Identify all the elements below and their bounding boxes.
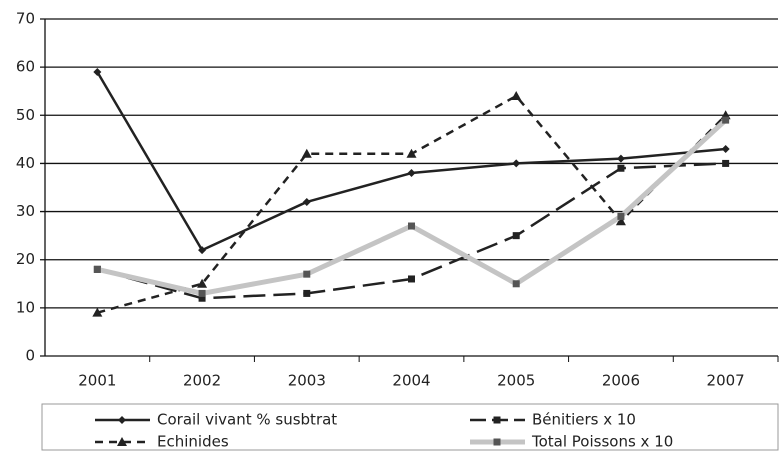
x-tick-label: 2004 xyxy=(392,372,430,390)
marker-square xyxy=(303,289,311,297)
y-tick-label: 40 xyxy=(16,154,35,172)
marker-square xyxy=(722,116,730,124)
marker-square xyxy=(617,164,625,172)
y-tick-label: 30 xyxy=(16,202,35,220)
marker-square xyxy=(93,265,101,273)
y-tick-label: 10 xyxy=(16,298,35,316)
y-tick-label: 20 xyxy=(16,250,35,268)
x-tick-label: 2003 xyxy=(288,372,326,390)
y-tick-label: 0 xyxy=(25,347,35,365)
marker-triangle xyxy=(197,278,208,288)
x-tick-label: 2001 xyxy=(78,372,116,390)
marker-square xyxy=(493,438,501,446)
marker-diamond xyxy=(198,246,207,255)
y-tick-label: 60 xyxy=(16,58,35,76)
marker-diamond xyxy=(616,154,625,163)
marker-diamond xyxy=(721,144,730,153)
legend-label: Corail vivant % susbtrat xyxy=(157,411,337,429)
marker-square xyxy=(512,280,520,288)
x-tick-label: 2005 xyxy=(497,372,535,390)
legend-box xyxy=(41,403,779,451)
marker-square xyxy=(408,275,415,283)
marker-triangle xyxy=(511,91,522,101)
marker-square xyxy=(512,232,520,240)
x-tick-label: 2007 xyxy=(707,372,745,390)
legend-label: Echinides xyxy=(157,433,229,451)
y-tick-label: 70 xyxy=(16,10,35,28)
marker-triangle xyxy=(615,216,626,226)
marker-square xyxy=(722,159,730,167)
marker-diamond xyxy=(407,169,416,178)
y-tick-label: 50 xyxy=(16,106,35,124)
marker-diamond xyxy=(512,159,521,168)
marker-diamond xyxy=(118,416,126,424)
legend-label: Total Poissons x 10 xyxy=(531,433,673,451)
marker-square xyxy=(303,270,311,278)
marker-diamond xyxy=(93,67,102,76)
series-line xyxy=(96,118,728,296)
legend-label: Bénitiers x 10 xyxy=(532,411,636,429)
marker-square xyxy=(408,222,415,230)
marker-triangle xyxy=(92,307,103,317)
marker-triangle xyxy=(301,148,312,158)
marker-square xyxy=(198,289,206,297)
x-tick-label: 2006 xyxy=(602,372,640,390)
marker-diamond xyxy=(302,197,311,206)
marker-triangle xyxy=(406,148,417,158)
marker-square xyxy=(617,212,625,220)
marker-triangle xyxy=(117,437,127,446)
marker-square xyxy=(198,294,206,302)
x-tick-label: 2002 xyxy=(183,372,221,390)
marker-square xyxy=(493,416,501,424)
